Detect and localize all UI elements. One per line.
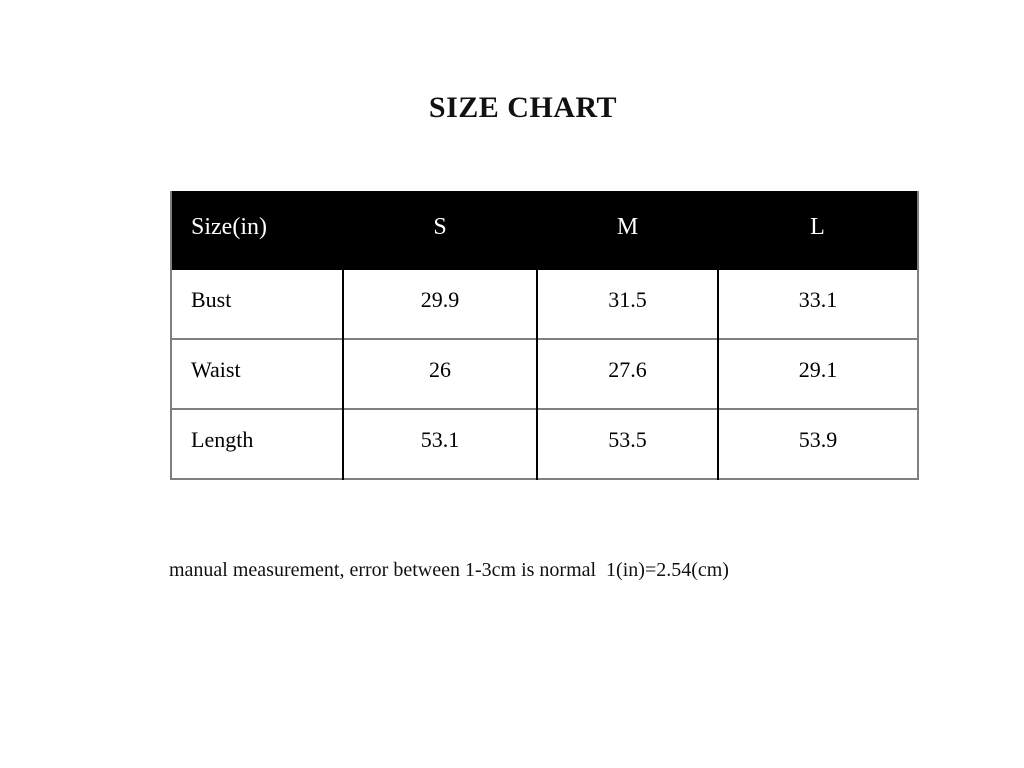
- cell-bust-s: 29.9: [342, 270, 537, 339]
- cell-waist-l: 29.1: [717, 338, 918, 409]
- size-chart-table: Size(in) S M L Bust 29.9 31.5 33.1 Waist…: [170, 191, 919, 480]
- cell-length-s: 53.1: [342, 408, 537, 479]
- row-label-length: Length: [171, 408, 343, 479]
- cell-waist-m: 27.6: [536, 338, 718, 409]
- cell-length-l: 53.9: [717, 408, 918, 479]
- header-size-m: M: [537, 191, 718, 270]
- page-title: SIZE CHART: [428, 91, 618, 124]
- table-row-waist: Waist 26 27.6 29.1: [171, 338, 918, 409]
- row-label-bust: Bust: [171, 270, 343, 339]
- header-size-l: L: [718, 191, 918, 270]
- cell-length-m: 53.5: [536, 408, 718, 479]
- table-row-bust: Bust 29.9 31.5 33.1: [171, 270, 918, 339]
- cell-bust-l: 33.1: [717, 270, 918, 339]
- cell-waist-s: 26: [342, 338, 537, 409]
- table-header-row: Size(in) S M L: [171, 191, 918, 270]
- measurement-note: manual measurement, error between 1-3cm …: [169, 559, 729, 581]
- row-label-waist: Waist: [171, 338, 343, 409]
- header-size-s: S: [343, 191, 537, 270]
- table-row-length: Length 53.1 53.5 53.9: [171, 408, 918, 479]
- header-size-unit: Size(in): [171, 191, 343, 270]
- cell-bust-m: 31.5: [536, 270, 718, 339]
